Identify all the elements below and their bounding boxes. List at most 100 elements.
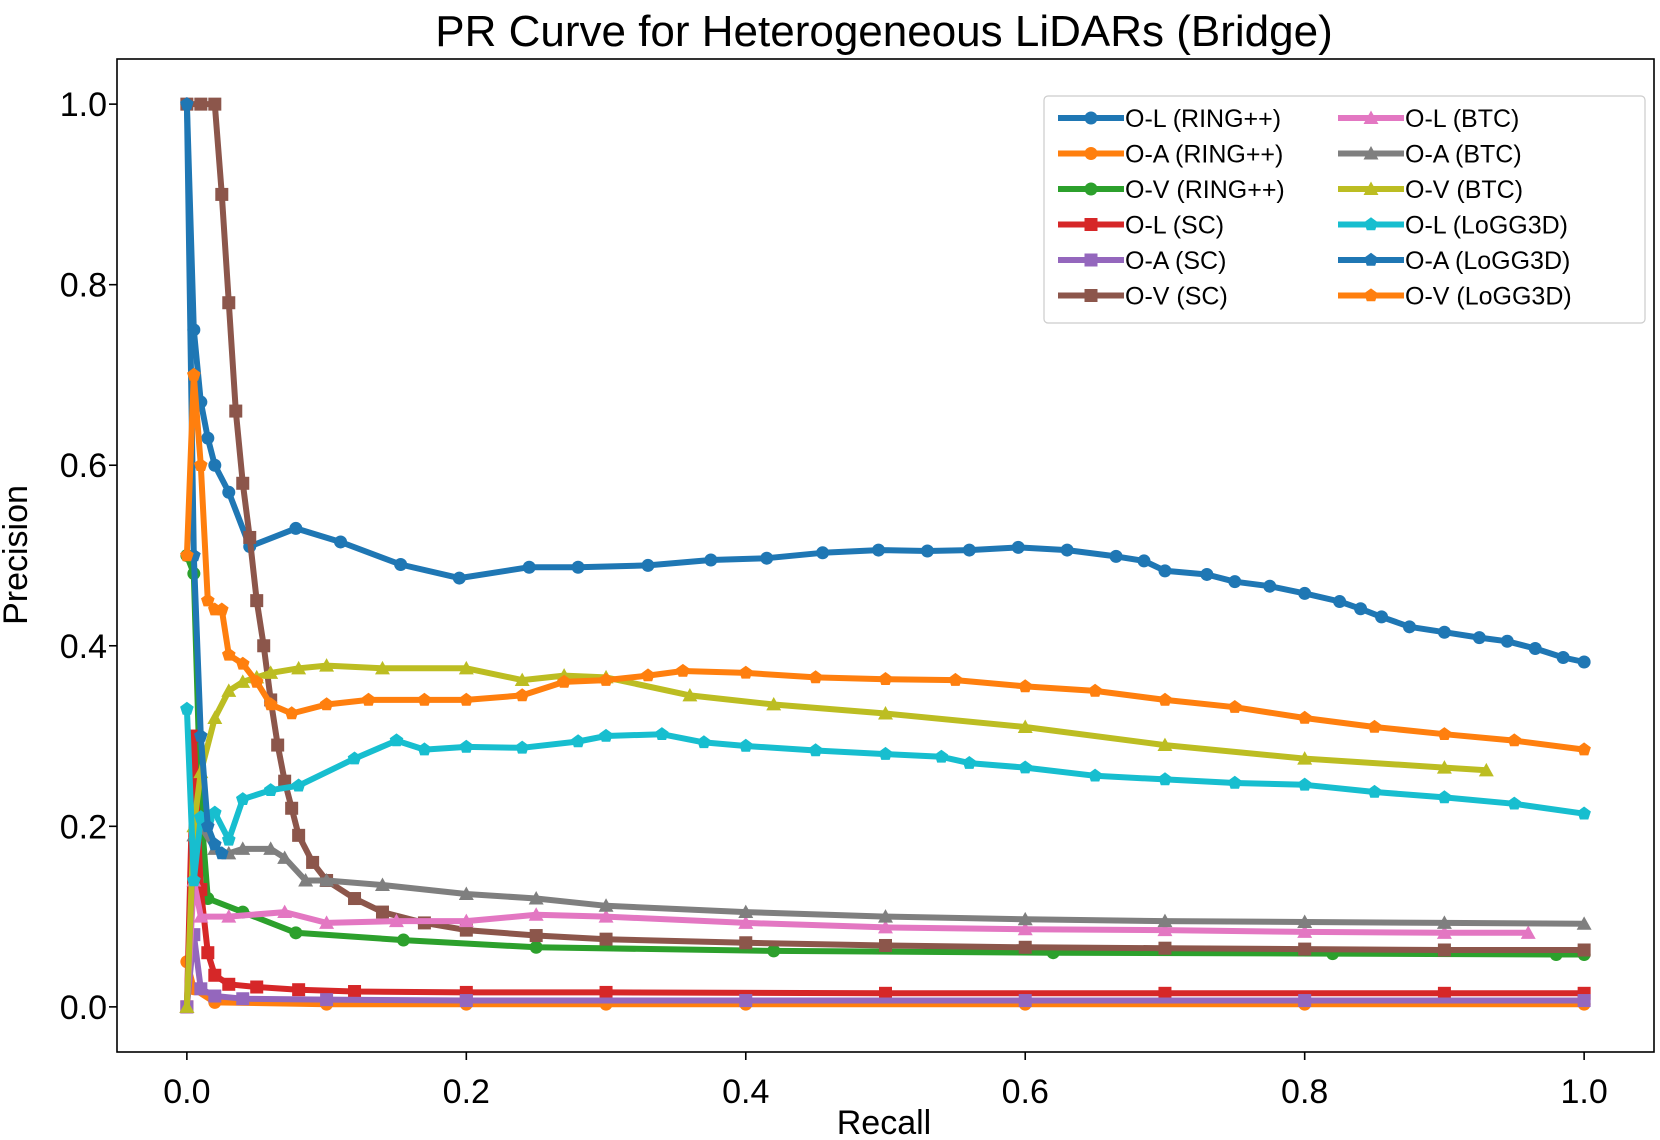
data-point (1577, 994, 1591, 1008)
legend-label: O-L (RING++) (1125, 105, 1281, 133)
data-point (208, 805, 222, 819)
data-point (1528, 641, 1542, 655)
data-point (375, 905, 389, 919)
data-point (292, 828, 306, 842)
data-point (697, 735, 711, 749)
data-point (1137, 554, 1151, 568)
y-tick-label: 1.0 (60, 86, 107, 124)
data-point (375, 877, 390, 891)
data-point (1437, 943, 1451, 957)
data-point (879, 986, 892, 1000)
legend-label: O-A (LoGG3D) (1405, 247, 1570, 275)
y-tick-label: 0.0 (60, 989, 107, 1027)
data-point (1520, 925, 1536, 939)
data-point (767, 944, 781, 958)
series-line (183, 101, 1588, 953)
data-point (348, 985, 362, 999)
data-point (1297, 710, 1312, 724)
data-point (1298, 994, 1312, 1008)
data-point (236, 992, 250, 1006)
data-point (215, 187, 229, 201)
legend-item: O-L (LoGG3D) (1338, 212, 1568, 240)
data-point (920, 544, 934, 558)
data-point (236, 792, 250, 805)
data-point (1298, 942, 1312, 956)
data-point (459, 739, 474, 753)
data-point (1437, 986, 1451, 1000)
data-point (285, 801, 299, 815)
data-point (459, 692, 474, 706)
x-tick-label: 1.0 (1561, 1073, 1608, 1111)
data-point (417, 742, 432, 756)
legend-label: O-V (RING++) (1125, 176, 1285, 204)
data-point (319, 697, 334, 711)
data-point (235, 841, 251, 855)
data-point (522, 560, 536, 574)
y-tick-label: 0.4 (60, 628, 107, 666)
data-point (879, 938, 892, 952)
data-point (1263, 579, 1277, 593)
legend-swatch-marker (1363, 181, 1379, 195)
legend-swatch-marker (1363, 110, 1379, 124)
data-point (571, 734, 585, 748)
data-point (236, 656, 250, 670)
data-point (1157, 737, 1173, 752)
data-point (962, 543, 976, 557)
series-3 (180, 729, 1591, 1014)
y-axis-label: Precision (0, 485, 35, 625)
x-tick-label: 0.8 (1281, 1073, 1328, 1111)
data-point (529, 929, 543, 943)
data-point (208, 97, 222, 111)
data-point (514, 672, 530, 687)
data-point (1507, 796, 1522, 810)
data-point (348, 892, 362, 906)
data-point (375, 660, 390, 675)
data-point (208, 837, 222, 851)
data-point (458, 886, 474, 901)
data-point (292, 983, 306, 997)
legend-item: O-V (RING++) (1058, 176, 1285, 204)
data-point (396, 933, 410, 947)
data-point (221, 683, 237, 697)
data-point (194, 982, 208, 996)
data-point (962, 756, 977, 769)
data-point (207, 710, 223, 724)
data-point (289, 926, 303, 940)
data-point (250, 980, 264, 994)
legend-swatch-marker (1084, 111, 1098, 125)
data-point (655, 727, 669, 740)
data-point (598, 898, 614, 912)
x-tick-label: 0.6 (1002, 1073, 1049, 1111)
legend-item: O-V (LoGG3D) (1338, 283, 1572, 311)
data-point (208, 989, 222, 1003)
data-point (208, 968, 222, 982)
data-point (1298, 586, 1312, 600)
legend-label: O-L (LoGG3D) (1405, 212, 1568, 240)
legend-label: O-V (SC) (1125, 283, 1228, 311)
data-point (452, 571, 466, 585)
data-point (306, 855, 320, 869)
data-point (760, 551, 774, 565)
data-point (1018, 940, 1032, 954)
data-point (1018, 760, 1032, 774)
data-point (1018, 679, 1032, 693)
legend-item: O-A (BTC) (1338, 141, 1522, 169)
data-point (1437, 790, 1452, 804)
data-point (1157, 922, 1173, 937)
data-point (739, 994, 753, 1008)
x-axis: 0.0 0.2 0.4 0.6 0.8 1.0 (163, 1052, 1608, 1111)
data-point (1556, 651, 1570, 665)
data-point (389, 733, 404, 747)
legend-swatch-marker (1363, 146, 1379, 160)
data-point (319, 873, 335, 887)
data-point (872, 543, 886, 557)
legend-item: O-L (RING++) (1058, 105, 1281, 133)
data-point (187, 367, 201, 381)
data-point (878, 909, 893, 923)
data-point (277, 904, 293, 919)
data-point (263, 841, 279, 855)
data-point (291, 660, 307, 675)
data-point (1367, 719, 1382, 733)
y-tick-label: 0.8 (60, 267, 107, 305)
